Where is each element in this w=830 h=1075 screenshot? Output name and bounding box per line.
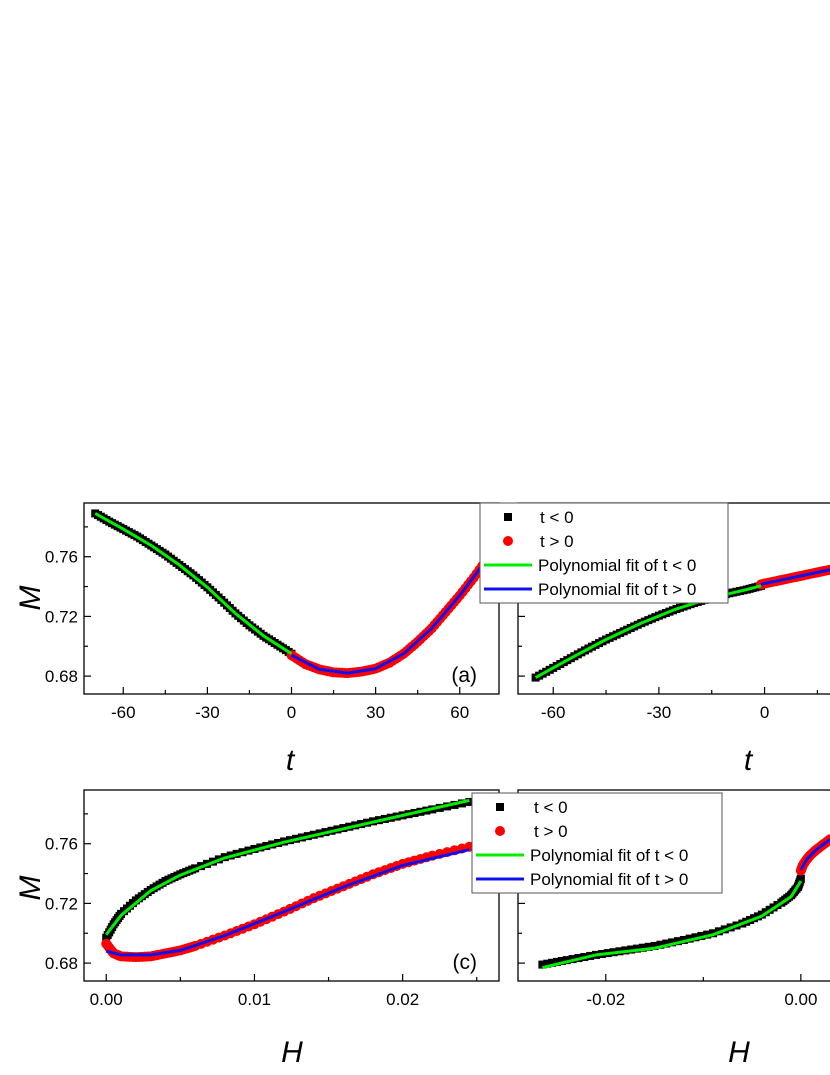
- x-axis-title: H: [728, 1036, 750, 1069]
- y-tick-label: 0.72: [45, 894, 78, 913]
- fit-line-t-gt-0: [760, 568, 830, 586]
- fit-line-t-lt-0: [542, 880, 803, 970]
- x-tick-label: -30: [195, 703, 220, 722]
- plot-frame: [83, 502, 500, 695]
- data-point-square: [543, 959, 552, 968]
- data-point-square: [538, 960, 547, 969]
- data-point-square: [662, 939, 671, 948]
- y-tick-label: 0.72: [45, 607, 78, 626]
- data-point-square: [638, 943, 647, 952]
- y-tick-label: 0.68: [45, 667, 78, 686]
- data-point-square: [668, 938, 677, 947]
- y-tick-label: 0.76: [45, 548, 78, 567]
- x-tick-label: 0.00: [784, 990, 817, 1009]
- x-tick-label: 60: [450, 703, 469, 722]
- series-t-lt-0-points: [102, 797, 474, 942]
- data-point-square: [548, 958, 557, 967]
- legend-label: Polynomial fit of t < 0: [530, 846, 688, 865]
- legend-0: t < 0 t > 0 Polynomial fit of t < 0 Polynom…: [479, 502, 729, 604]
- chart-panel-0: -60 -30 0 30 60 0.68 0.72 0.76 t M (a): [14, 502, 500, 777]
- fit-line-t-gt-0: [290, 557, 489, 675]
- data-point-square: [632, 944, 641, 953]
- y-tick-label: 0.76: [45, 835, 78, 854]
- x-tick-label: 30: [366, 703, 385, 722]
- fit-line-t-lt-0: [534, 584, 762, 679]
- legend-swatch-circle: [495, 826, 505, 836]
- legend-label: t < 0: [540, 508, 574, 527]
- x-tick-label: -60: [111, 703, 136, 722]
- data-point-square: [644, 942, 653, 951]
- x-tick-label: 0.00: [90, 990, 123, 1009]
- legend-box: [479, 502, 729, 604]
- legend-label: t > 0: [534, 822, 568, 841]
- x-tick-label: -0.02: [586, 990, 625, 1009]
- fit-line-t-lt-0: [94, 512, 293, 655]
- y-axis-title: M: [14, 586, 47, 611]
- legend-box: [471, 792, 723, 894]
- legend-swatch-square: [504, 513, 512, 521]
- series-t-gt-0-points: [286, 553, 493, 679]
- data-point-square: [553, 957, 562, 966]
- legend-swatch-square: [496, 803, 504, 811]
- fit-line-t-gt-0: [105, 848, 470, 957]
- x-axis-title: t: [744, 744, 754, 777]
- data-point-square: [673, 937, 682, 946]
- legend-label: Polynomial fit of t < 0: [538, 556, 696, 575]
- panel-label: (c): [453, 951, 478, 974]
- x-axis-title: t: [286, 744, 296, 777]
- chart-panel-1: -60 -30 0 t: [517, 502, 830, 777]
- y-tick-label: 0.68: [45, 954, 78, 973]
- data-point-square: [557, 957, 566, 966]
- x-tick-label: 0.01: [238, 990, 271, 1009]
- data-point-square: [562, 956, 571, 965]
- y-axis-title: M: [14, 876, 47, 901]
- x-tick-label: 0: [287, 703, 296, 722]
- legend-label: t > 0: [540, 532, 574, 551]
- panel-label: (a): [451, 664, 477, 687]
- legend-2: t < 0 t > 0 Polynomial fit of t < 0 Polynom…: [471, 792, 723, 894]
- plot-area: [91, 509, 493, 679]
- x-tick-label: -30: [647, 703, 672, 722]
- data-point-square: [796, 874, 805, 883]
- x-tick-label: -60: [541, 703, 566, 722]
- data-point-square: [656, 940, 665, 949]
- chart-panel-3: -0.02 0.00 H: [517, 789, 830, 1069]
- legend-label: t < 0: [534, 798, 568, 817]
- plot-area: [101, 797, 475, 963]
- legend-swatch-circle: [503, 536, 513, 546]
- plot-area: [531, 564, 830, 682]
- data-point-square: [650, 941, 659, 950]
- x-tick-label: 0.02: [386, 990, 419, 1009]
- series-t-gt-0-points: [101, 841, 475, 963]
- legend-label: Polynomial fit of t > 0: [538, 580, 696, 599]
- fit-line-t-lt-0: [105, 798, 470, 936]
- legend-label: Polynomial fit of t > 0: [530, 870, 688, 889]
- fit-line-t-gt-0: [799, 837, 830, 871]
- x-tick-label: 0: [760, 703, 769, 722]
- chart-panel-2: 0.00 0.01 0.02 0.68 0.72 0.76 H M (c): [14, 789, 500, 1069]
- x-axis-title: H: [281, 1036, 303, 1069]
- plot-area: [538, 834, 830, 970]
